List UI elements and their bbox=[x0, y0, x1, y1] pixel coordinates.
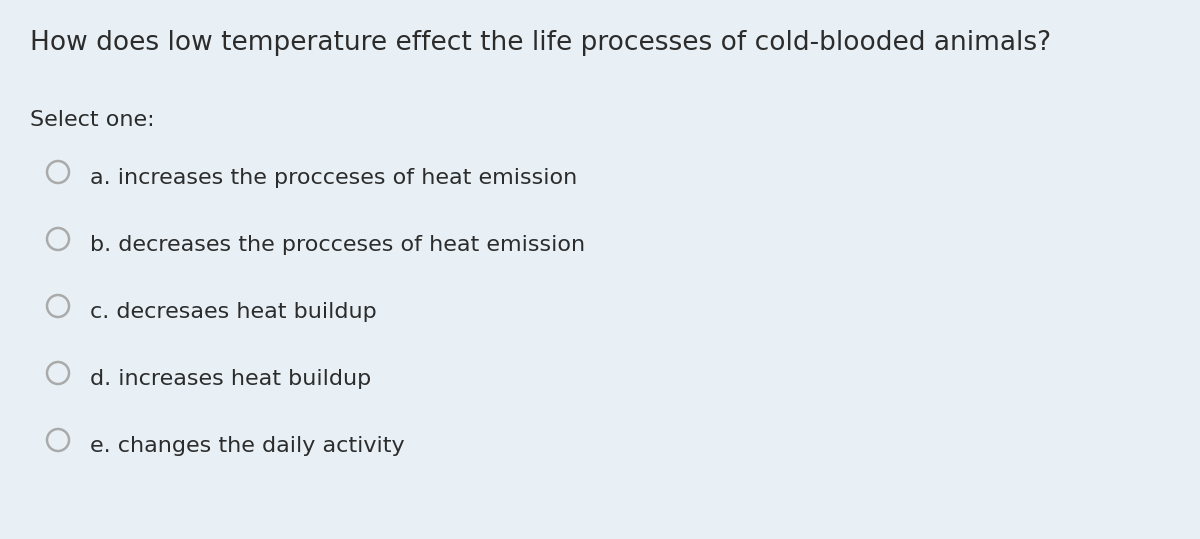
Text: d. increases heat buildup: d. increases heat buildup bbox=[90, 369, 371, 389]
Ellipse shape bbox=[47, 161, 70, 183]
Ellipse shape bbox=[47, 429, 70, 451]
Text: c. decresaes heat buildup: c. decresaes heat buildup bbox=[90, 302, 377, 322]
Text: e. changes the daily activity: e. changes the daily activity bbox=[90, 436, 404, 456]
Text: a. increases the procceses of heat emission: a. increases the procceses of heat emiss… bbox=[90, 168, 577, 188]
Text: How does low temperature effect the life processes of cold-blooded animals?: How does low temperature effect the life… bbox=[30, 30, 1051, 56]
Ellipse shape bbox=[47, 362, 70, 384]
Text: Select one:: Select one: bbox=[30, 110, 155, 130]
Ellipse shape bbox=[47, 228, 70, 250]
Ellipse shape bbox=[47, 295, 70, 317]
Text: b. decreases the procceses of heat emission: b. decreases the procceses of heat emiss… bbox=[90, 235, 586, 255]
